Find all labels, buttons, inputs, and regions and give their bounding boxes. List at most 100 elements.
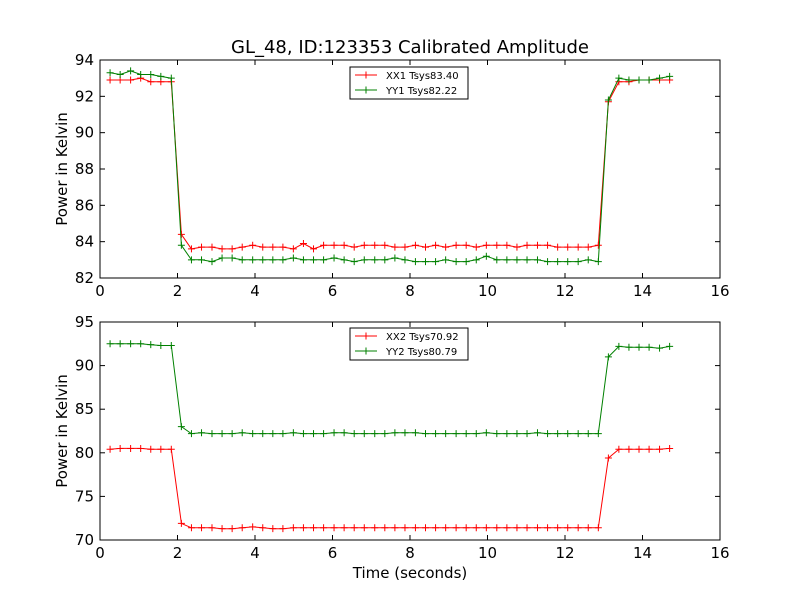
data-point [462, 524, 470, 532]
data-point [279, 243, 287, 251]
data-point [391, 429, 399, 437]
data-point [493, 430, 501, 438]
data-point [523, 524, 531, 532]
data-point [360, 256, 368, 264]
data-point [432, 241, 440, 249]
y-tick-label: 90 [75, 357, 94, 375]
legend-marker [362, 71, 370, 79]
legend-marker [362, 332, 370, 340]
data-point [310, 245, 318, 253]
data-point [604, 353, 612, 361]
data-point [544, 241, 552, 249]
legend: XX1 Tsys83.40 YY1 Tsys82.22 [349, 66, 469, 100]
data-point [422, 258, 429, 266]
data-point [330, 524, 338, 532]
data-point [340, 524, 348, 532]
data-point [187, 256, 195, 264]
data-point [432, 524, 440, 532]
data-point [493, 241, 501, 249]
data-point [544, 524, 552, 532]
data-point [350, 430, 358, 438]
data-point [310, 430, 318, 438]
x-tick-label: 8 [405, 544, 415, 562]
data-point [228, 254, 236, 262]
data-point [554, 524, 562, 532]
y-tick-label: 70 [75, 531, 94, 549]
data-point [472, 256, 480, 264]
data-point [411, 524, 419, 532]
data-point [584, 524, 592, 532]
series-2-1 [106, 444, 674, 533]
data-point [259, 430, 267, 438]
data-point [106, 445, 114, 453]
y-tick-label: 86 [75, 196, 94, 214]
data-point [645, 76, 653, 84]
data-point [625, 445, 633, 453]
data-point [584, 256, 592, 264]
data-point [442, 524, 450, 532]
data-point [299, 524, 307, 532]
data-point [635, 343, 643, 351]
data-point [106, 76, 114, 84]
y-tick-label: 85 [75, 400, 94, 418]
data-point [208, 243, 216, 251]
y-tick-label: 80 [75, 444, 94, 462]
data-point [167, 74, 175, 82]
data-point [391, 524, 399, 532]
x-tick-label: 0 [95, 544, 105, 562]
data-point [299, 239, 307, 247]
data-point [187, 245, 195, 253]
data-point [289, 245, 297, 253]
data-point [269, 525, 277, 533]
data-point [127, 340, 135, 348]
data-point [604, 454, 612, 462]
data-point [299, 256, 307, 264]
data-point [279, 256, 287, 264]
figure-title: GL_48, ID:123353 Calibrated Amplitude [231, 37, 589, 58]
series-1-2 [106, 67, 674, 266]
data-point [208, 258, 216, 266]
legend-label: XX1 Tsys83.40 [386, 71, 459, 82]
data-point [218, 254, 226, 262]
data-point [157, 342, 165, 350]
data-point [238, 429, 246, 437]
data-point [238, 243, 246, 251]
data-point [238, 524, 246, 532]
data-point [330, 254, 338, 262]
legend: XX2 Tsys70.92 YY2 Tsys80.79 [349, 327, 469, 361]
data-point [106, 69, 114, 77]
data-point [381, 241, 389, 249]
data-point [452, 430, 460, 438]
data-point [360, 524, 368, 532]
data-point [625, 76, 633, 84]
data-point [279, 525, 287, 533]
data-point [401, 429, 409, 437]
data-point [493, 524, 501, 532]
x-tick-label: 14 [633, 282, 652, 300]
data-point [523, 256, 531, 264]
data-point [381, 524, 389, 532]
data-point [249, 256, 257, 264]
data-point [503, 241, 511, 249]
data-point [604, 96, 612, 104]
data-point [645, 445, 653, 453]
data-point [422, 243, 429, 251]
data-point [249, 241, 257, 249]
data-point [371, 430, 379, 438]
y-axis-label: Power in Kelvin [53, 112, 71, 226]
data-point [228, 245, 236, 253]
data-point [228, 525, 236, 533]
x-tick-label: 10 [478, 544, 497, 562]
data-point [554, 430, 562, 438]
data-point [482, 241, 490, 249]
y-tick-label: 95 [75, 313, 94, 331]
plot-bottom: 0 2 4 6 8 10 12 14 16 70 75 80 85 90 95 Power in Kelvin… [53, 313, 730, 562]
legend-marker [362, 86, 370, 94]
data-point [320, 430, 328, 438]
x-tick-label: 12 [555, 282, 574, 300]
data-point [533, 241, 541, 249]
x-tick-label: 2 [173, 282, 183, 300]
data-point [482, 429, 490, 437]
data-point [594, 430, 602, 438]
